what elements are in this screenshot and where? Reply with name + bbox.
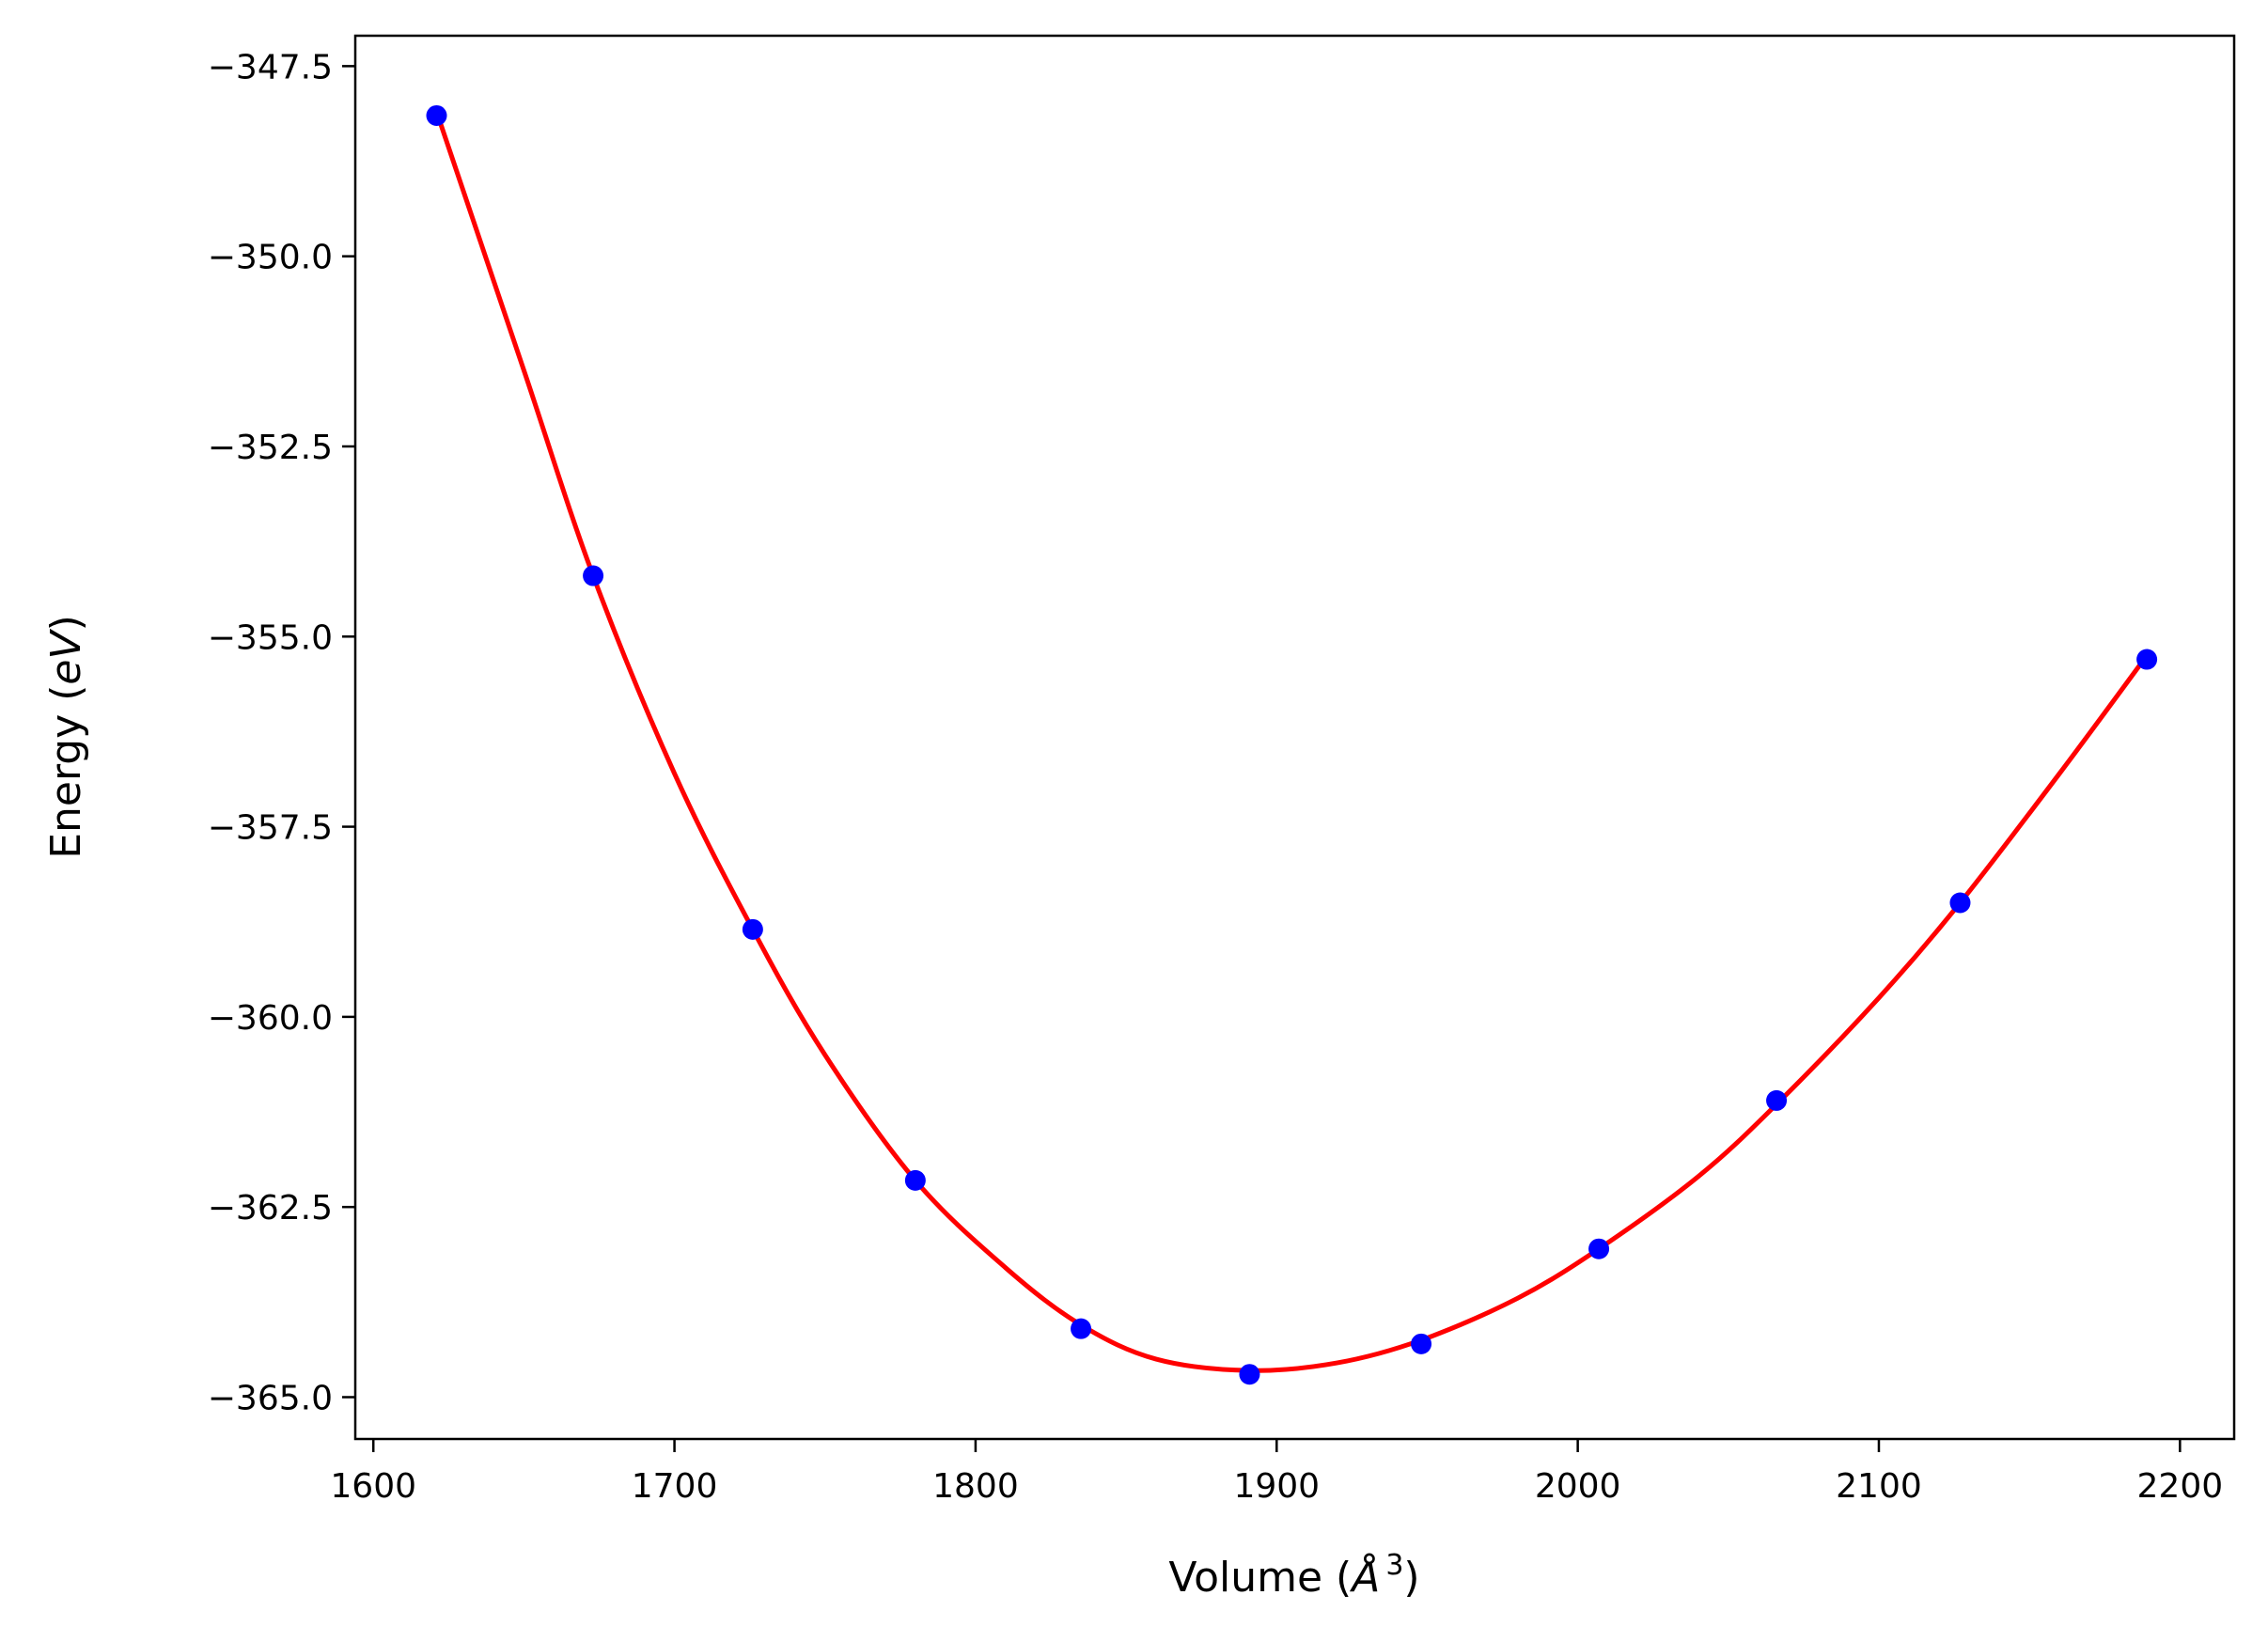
x-axis-label-symbol: Å	[1349, 1552, 1380, 1602]
data-point	[742, 918, 763, 940]
x-tick-label: 1700	[632, 1467, 718, 1506]
data-point	[1766, 1089, 1788, 1111]
y-axis-label-close: )	[42, 615, 90, 631]
y-tick-label: −347.5	[208, 48, 333, 86]
x-axis-label-text: Volume (	[1168, 1554, 1352, 1602]
fit-curve-layer	[434, 111, 2150, 1373]
data-point	[1949, 892, 1971, 914]
y-axis-label-unit: eV	[42, 629, 90, 685]
y-tick-label: −355.0	[208, 618, 333, 657]
data-point	[1071, 1318, 1092, 1339]
data-point	[904, 1169, 926, 1191]
y-tick-label: −360.0	[208, 999, 333, 1038]
x-tick-label: 2200	[2137, 1467, 2224, 1506]
y-tick-label: −350.0	[208, 239, 333, 277]
y-tick-label: −352.5	[208, 429, 333, 467]
y-axis-label-text: Energy (	[42, 685, 90, 859]
x-tick-label: 1900	[1233, 1467, 1320, 1506]
data-point	[426, 104, 447, 126]
y-axis-ticks: −347.5 −350.0 −352.5 −355.0 −357.5 −360.0 −362…	[208, 48, 355, 1417]
x-tick-label: 2100	[1836, 1467, 1922, 1506]
data-point	[1588, 1238, 1610, 1259]
x-tick-label: 2000	[1535, 1467, 1621, 1506]
x-axis-label-close: )	[1403, 1554, 1419, 1602]
plot-area	[355, 36, 2234, 1439]
plot-frame	[353, 34, 2236, 1441]
fit-curve-line	[434, 111, 2150, 1373]
x-axis-label: Volume (Å 3)	[1168, 1549, 1419, 1602]
x-axis-label-exponent: 3	[1385, 1549, 1403, 1582]
x-axis-ticks: 1600 1700 1800 1900 2000 2100 2200	[330, 1439, 2223, 1506]
y-tick-label: −357.5	[208, 809, 333, 848]
y-tick-label: −362.5	[208, 1189, 333, 1228]
data-point	[1411, 1333, 1432, 1354]
data-point	[583, 565, 604, 586]
x-tick-label: 1600	[330, 1467, 416, 1506]
data-point	[1239, 1364, 1260, 1385]
data-points-layer	[426, 104, 2158, 1385]
x-tick-label: 1800	[932, 1467, 1019, 1506]
y-tick-label: −365.0	[208, 1379, 333, 1417]
y-axis-label: Energy (eV)	[42, 615, 90, 859]
data-point	[2136, 649, 2158, 670]
